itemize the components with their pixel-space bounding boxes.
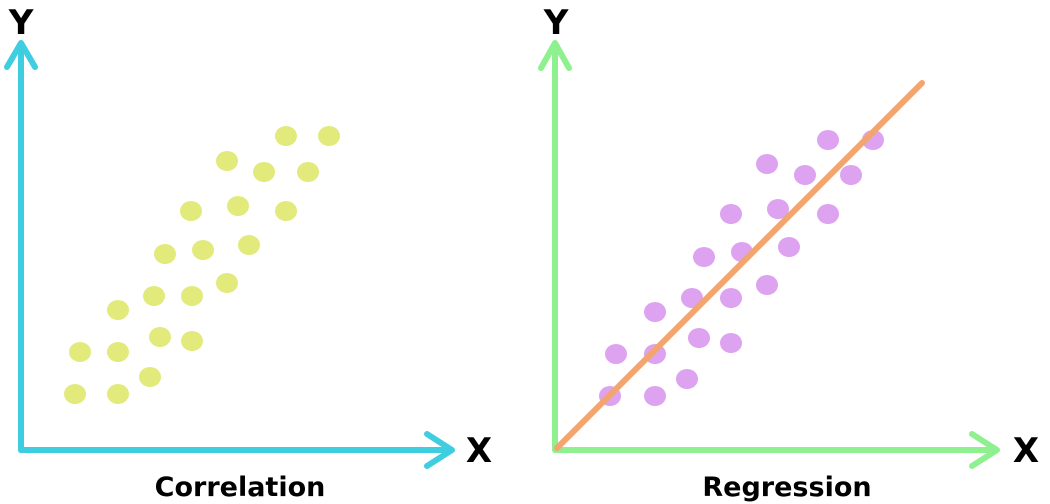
correlation-point-14	[238, 235, 260, 255]
regression-point-12	[693, 247, 715, 267]
correlation-point-16	[227, 196, 249, 216]
correlation-x-label: X	[466, 431, 492, 471]
correlation-point-19	[253, 162, 275, 182]
correlation-scatter-points	[64, 126, 340, 404]
regression-y-arrowhead	[538, 40, 572, 71]
correlation-point-15	[180, 201, 202, 221]
regression-point-4	[605, 344, 627, 364]
regression-point-6	[688, 328, 710, 348]
correlation-point-1	[64, 384, 86, 404]
regression-point-17	[817, 204, 839, 224]
correlation-point-3	[139, 367, 161, 387]
correlation-point-20	[297, 162, 319, 182]
regression-caption: Regression	[702, 472, 871, 503]
correlation-point-17	[275, 201, 297, 221]
regression-panel: Y X Regression	[538, 3, 1039, 503]
regression-point-10	[720, 288, 742, 308]
correlation-panel: Y X Correlation	[4, 3, 492, 503]
correlation-point-8	[107, 300, 129, 320]
regression-point-14	[778, 237, 800, 257]
correlation-point-5	[107, 342, 129, 362]
regression-point-8	[644, 302, 666, 322]
regression-y-label: Y	[543, 3, 569, 43]
correlation-point-7	[181, 331, 203, 351]
correlation-point-12	[154, 244, 176, 264]
regression-point-18	[756, 154, 778, 174]
correlation-point-2	[107, 384, 129, 404]
regression-x-arrowhead	[969, 431, 1000, 469]
regression-x-label: X	[1013, 431, 1039, 471]
correlation-x-arrowhead	[424, 431, 455, 469]
correlation-point-4	[69, 342, 91, 362]
regression-point-16	[767, 199, 789, 219]
correlation-point-10	[181, 286, 203, 306]
correlation-point-22	[318, 126, 340, 146]
regression-axes	[538, 40, 1000, 469]
regression-point-3	[676, 369, 698, 389]
regression-point-2	[644, 386, 666, 406]
regression-point-20	[840, 165, 862, 185]
correlation-y-label: Y	[8, 3, 34, 43]
correlation-point-11	[216, 273, 238, 293]
correlation-caption: Correlation	[155, 472, 326, 503]
correlation-y-arrowhead	[4, 40, 38, 70]
correlation-axes	[4, 40, 455, 469]
regression-point-19	[794, 165, 816, 185]
regression-point-15	[720, 204, 742, 224]
regression-line	[554, 80, 925, 451]
regression-point-7	[720, 333, 742, 353]
regression-point-9	[681, 288, 703, 308]
correlation-point-9	[143, 286, 165, 306]
regression-point-11	[756, 275, 778, 295]
correlation-point-18	[216, 151, 238, 171]
correlation-point-13	[192, 240, 214, 260]
correlation-point-21	[275, 126, 297, 146]
correlation-point-6	[149, 327, 171, 347]
regression-point-21	[817, 130, 839, 150]
